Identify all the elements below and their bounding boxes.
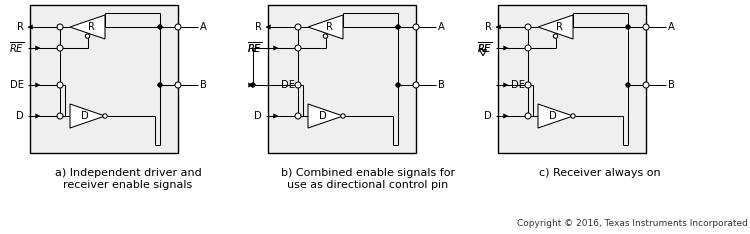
- Polygon shape: [35, 83, 40, 87]
- Circle shape: [643, 82, 649, 88]
- Polygon shape: [308, 104, 343, 128]
- Text: B: B: [438, 80, 445, 90]
- Polygon shape: [503, 83, 508, 87]
- Text: R: R: [88, 22, 94, 32]
- Text: DE: DE: [281, 80, 295, 90]
- Text: D: D: [484, 111, 492, 121]
- Text: a) Independent driver and
receiver enable signals: a) Independent driver and receiver enabl…: [55, 168, 201, 190]
- Polygon shape: [274, 114, 278, 118]
- Text: B: B: [668, 80, 675, 90]
- Polygon shape: [70, 104, 105, 128]
- Circle shape: [340, 114, 345, 118]
- Circle shape: [86, 34, 90, 38]
- Polygon shape: [479, 50, 487, 56]
- Text: R: R: [326, 22, 332, 32]
- Circle shape: [525, 24, 531, 30]
- Text: b) Combined enable signals for
use as directional control pin: b) Combined enable signals for use as di…: [281, 168, 455, 190]
- Polygon shape: [266, 25, 271, 29]
- Text: R: R: [255, 22, 262, 32]
- Text: Copyright © 2016, Texas Instruments Incorporated: Copyright © 2016, Texas Instruments Inco…: [518, 219, 748, 228]
- Polygon shape: [35, 114, 40, 118]
- Text: B: B: [200, 80, 207, 90]
- Circle shape: [525, 45, 531, 51]
- Text: R: R: [485, 22, 492, 32]
- Text: A: A: [668, 22, 675, 32]
- Text: D: D: [319, 111, 326, 121]
- Text: D: D: [549, 111, 556, 121]
- Circle shape: [413, 82, 419, 88]
- Circle shape: [295, 24, 301, 30]
- Polygon shape: [503, 46, 508, 50]
- Circle shape: [554, 34, 558, 38]
- Circle shape: [626, 25, 630, 29]
- Circle shape: [295, 82, 301, 88]
- Circle shape: [396, 25, 400, 29]
- Circle shape: [295, 45, 301, 51]
- Polygon shape: [248, 83, 253, 87]
- Polygon shape: [28, 25, 32, 29]
- Circle shape: [571, 114, 575, 118]
- Bar: [498, 5, 646, 153]
- Circle shape: [643, 24, 649, 30]
- Text: $\overline{RE}$: $\overline{RE}$: [477, 41, 492, 55]
- Text: $\overline{RE}$: $\overline{RE}$: [9, 41, 24, 55]
- Circle shape: [57, 24, 63, 30]
- Text: DE: DE: [511, 80, 525, 90]
- Text: c) Receiver always on: c) Receiver always on: [539, 168, 661, 178]
- Text: R: R: [556, 22, 562, 32]
- Polygon shape: [496, 25, 500, 29]
- Circle shape: [158, 25, 162, 29]
- Circle shape: [413, 24, 419, 30]
- Polygon shape: [538, 15, 573, 39]
- Circle shape: [626, 83, 630, 87]
- Bar: [30, 5, 178, 153]
- Circle shape: [57, 45, 63, 51]
- Text: D: D: [254, 111, 262, 121]
- Text: A: A: [200, 22, 207, 32]
- Circle shape: [396, 83, 400, 87]
- Text: A: A: [438, 22, 445, 32]
- Bar: [268, 5, 416, 153]
- Circle shape: [175, 82, 181, 88]
- Text: $\overline{RE}$: $\overline{RE}$: [477, 41, 492, 55]
- Circle shape: [323, 34, 328, 38]
- Text: D: D: [16, 111, 24, 121]
- Circle shape: [525, 82, 531, 88]
- Circle shape: [295, 113, 301, 119]
- Polygon shape: [503, 114, 508, 118]
- Circle shape: [57, 82, 63, 88]
- Polygon shape: [538, 104, 573, 128]
- Circle shape: [525, 113, 531, 119]
- Text: $\overline{RE}$: $\overline{RE}$: [247, 41, 262, 55]
- Circle shape: [103, 114, 107, 118]
- Polygon shape: [70, 15, 105, 39]
- Circle shape: [251, 83, 255, 87]
- Text: R: R: [17, 22, 24, 32]
- Circle shape: [175, 24, 181, 30]
- Text: DE: DE: [10, 80, 24, 90]
- Text: D: D: [81, 111, 88, 121]
- Polygon shape: [274, 46, 278, 50]
- Circle shape: [158, 83, 162, 87]
- Text: $\overline{RE}$: $\overline{RE}$: [247, 41, 262, 55]
- Polygon shape: [308, 15, 343, 39]
- Polygon shape: [35, 46, 40, 50]
- Circle shape: [57, 113, 63, 119]
